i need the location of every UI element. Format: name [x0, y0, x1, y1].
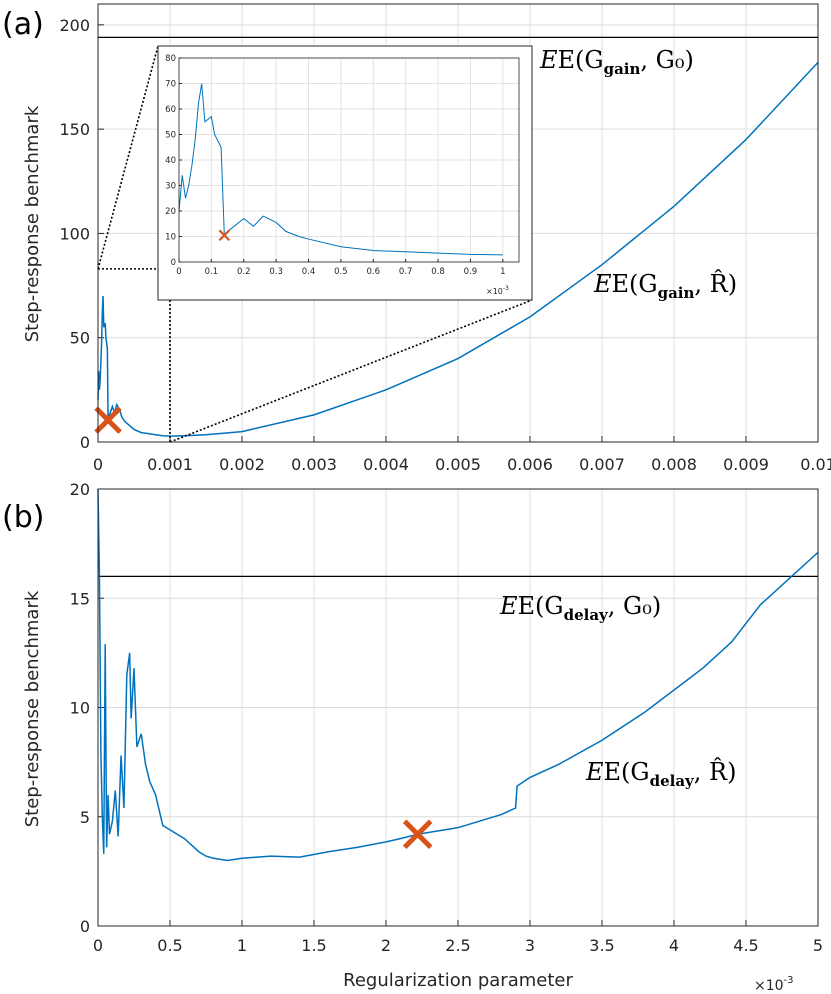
x-tick-label: 0.008 [651, 455, 697, 474]
panel-a-ylabel: Step-response benchmark [22, 105, 43, 342]
zoom-line-bottom [169, 299, 533, 443]
x-tick-label: 0.002 [219, 455, 265, 474]
y-tick-label: 50 [165, 131, 176, 141]
panel-b-label: (b) [2, 500, 44, 535]
panel-b-xlabel: Regularization parameter [343, 970, 573, 991]
panel-b-yticks: 0 5 10 15 20 [70, 480, 104, 936]
inset-x-multiplier: ×10-3 [486, 285, 509, 296]
x-tick-label: 2.5 [445, 936, 470, 955]
y-tick-label: 5 [80, 808, 90, 827]
x-tick-label: 0.9 [464, 267, 478, 277]
x-tick-label: 1 [237, 936, 247, 955]
y-tick-label: 0 [80, 433, 90, 452]
panel-b-grid [97, 488, 819, 927]
marker-stroke [94, 406, 122, 434]
panel-a-label: (a) [2, 7, 44, 42]
x-tick-label: 5 [813, 936, 823, 955]
x-tick-label: 0.3 [269, 267, 283, 277]
panel-a-xticks: 0 0.001 0.002 0.003 0.004 0.005 0.006 0.007 0.00… [93, 436, 831, 474]
zoom-line-top [97, 45, 159, 270]
x-tick-label: 2 [381, 936, 391, 955]
panel-a-curve-label: EE(Ggain, R̂) [593, 270, 737, 302]
panel-b-xticks: 0 0.5 1 1.5 2 2.5 3 3.5 4 4.5 5 [93, 920, 823, 955]
x-tick-label: 0.007 [579, 455, 625, 474]
x-tick-label: 1 [500, 267, 505, 277]
x-tick-label: 3.5 [589, 936, 614, 955]
y-tick-label: 20 [165, 207, 176, 217]
panel-b-curve-label: EE(Gdelay, R̂) [585, 758, 736, 790]
inset-xticks: 0 0.1 0.2 0.3 0.4 0.5 0.6 0.7 0.8 0.9 1 [176, 259, 506, 277]
inset-frame [157, 45, 533, 301]
x-tick-label: 4 [669, 936, 679, 955]
y-tick-label: 40 [165, 156, 176, 166]
panel-a-inset: 0 0.1 0.2 0.3 0.4 0.5 0.6 0.7 0.8 0.9 1 0 10 20 30 40 5… [157, 45, 533, 301]
panel-b-series-line [97, 488, 819, 862]
x-tick-label: 0.001 [147, 455, 193, 474]
panel-b-axes-box [97, 488, 819, 927]
inset-axes-box [178, 57, 520, 263]
x-tick-label: 0.006 [507, 455, 553, 474]
x-tick-label: 1.5 [301, 936, 326, 955]
marker-stroke [402, 819, 433, 849]
x-tick-label: 0.2 [237, 267, 251, 277]
x-tick-label: 4.5 [733, 936, 758, 955]
panel-b: (b) Step-response benchmark 0 0.5 1 1.5 2 2.5… [2, 480, 823, 994]
panel-b-ylabel: Step-response benchmark [22, 590, 43, 827]
panel-a-yticks: 0 50 100 150 200 [59, 16, 104, 452]
y-tick-label: 20 [70, 480, 90, 499]
panel-a: (a) Step-response benchmark 0 0.001 0.002 0… [2, 3, 831, 474]
x-tick-label: 0.1 [205, 267, 219, 277]
x-tick-label: 0.009 [723, 455, 769, 474]
y-tick-label: 100 [59, 224, 90, 243]
y-tick-label: 70 [165, 80, 176, 90]
marker-stroke [218, 229, 231, 242]
y-tick-label: 200 [59, 16, 90, 35]
x-tick-label: 0 [93, 455, 103, 474]
y-tick-label: 10 [165, 233, 176, 243]
x-tick-label: 0.003 [291, 455, 337, 474]
x-tick-label: 0.004 [363, 455, 409, 474]
panel-a-axes-box [97, 3, 819, 443]
inset-series-line [178, 83, 503, 256]
y-tick-label: 10 [70, 699, 90, 718]
y-tick-label: 15 [70, 589, 90, 608]
panel-b-marker [402, 819, 433, 849]
y-tick-label: 150 [59, 120, 90, 139]
y-tick-label: 0 [171, 258, 176, 268]
x-tick-label: 0.7 [399, 267, 413, 277]
y-tick-label: 50 [70, 329, 90, 348]
inset-yticks: 0 10 20 30 40 50 60 70 80 [165, 54, 182, 268]
panel-a-series-line [97, 61, 819, 437]
x-tick-label: 0.5 [157, 936, 182, 955]
y-tick-label: 30 [165, 182, 176, 192]
panel-a-marker [94, 406, 122, 434]
x-tick-label: 0.4 [302, 267, 316, 277]
x-tick-label: 0 [93, 936, 103, 955]
panel-a-baseline-label: EE(Ggain, G₀) [539, 46, 694, 78]
panel-b-x-multiplier: ×10-3 [754, 975, 794, 994]
x-tick-label: 0.01 [800, 455, 831, 474]
y-tick-label: 80 [165, 54, 176, 64]
panel-b-baseline-label: EE(Gdelay, G₀) [499, 592, 661, 624]
y-tick-label: 60 [165, 105, 176, 115]
x-tick-label: 0.8 [431, 267, 445, 277]
x-tick-label: 0 [176, 267, 181, 277]
x-tick-label: 0.5 [334, 267, 348, 277]
panel-a-zoom-lines [97, 45, 533, 443]
x-tick-label: 3 [525, 936, 535, 955]
x-tick-label: 0.005 [435, 455, 481, 474]
inset-marker [218, 229, 231, 242]
y-tick-label: 0 [80, 917, 90, 936]
x-tick-label: 0.6 [367, 267, 381, 277]
